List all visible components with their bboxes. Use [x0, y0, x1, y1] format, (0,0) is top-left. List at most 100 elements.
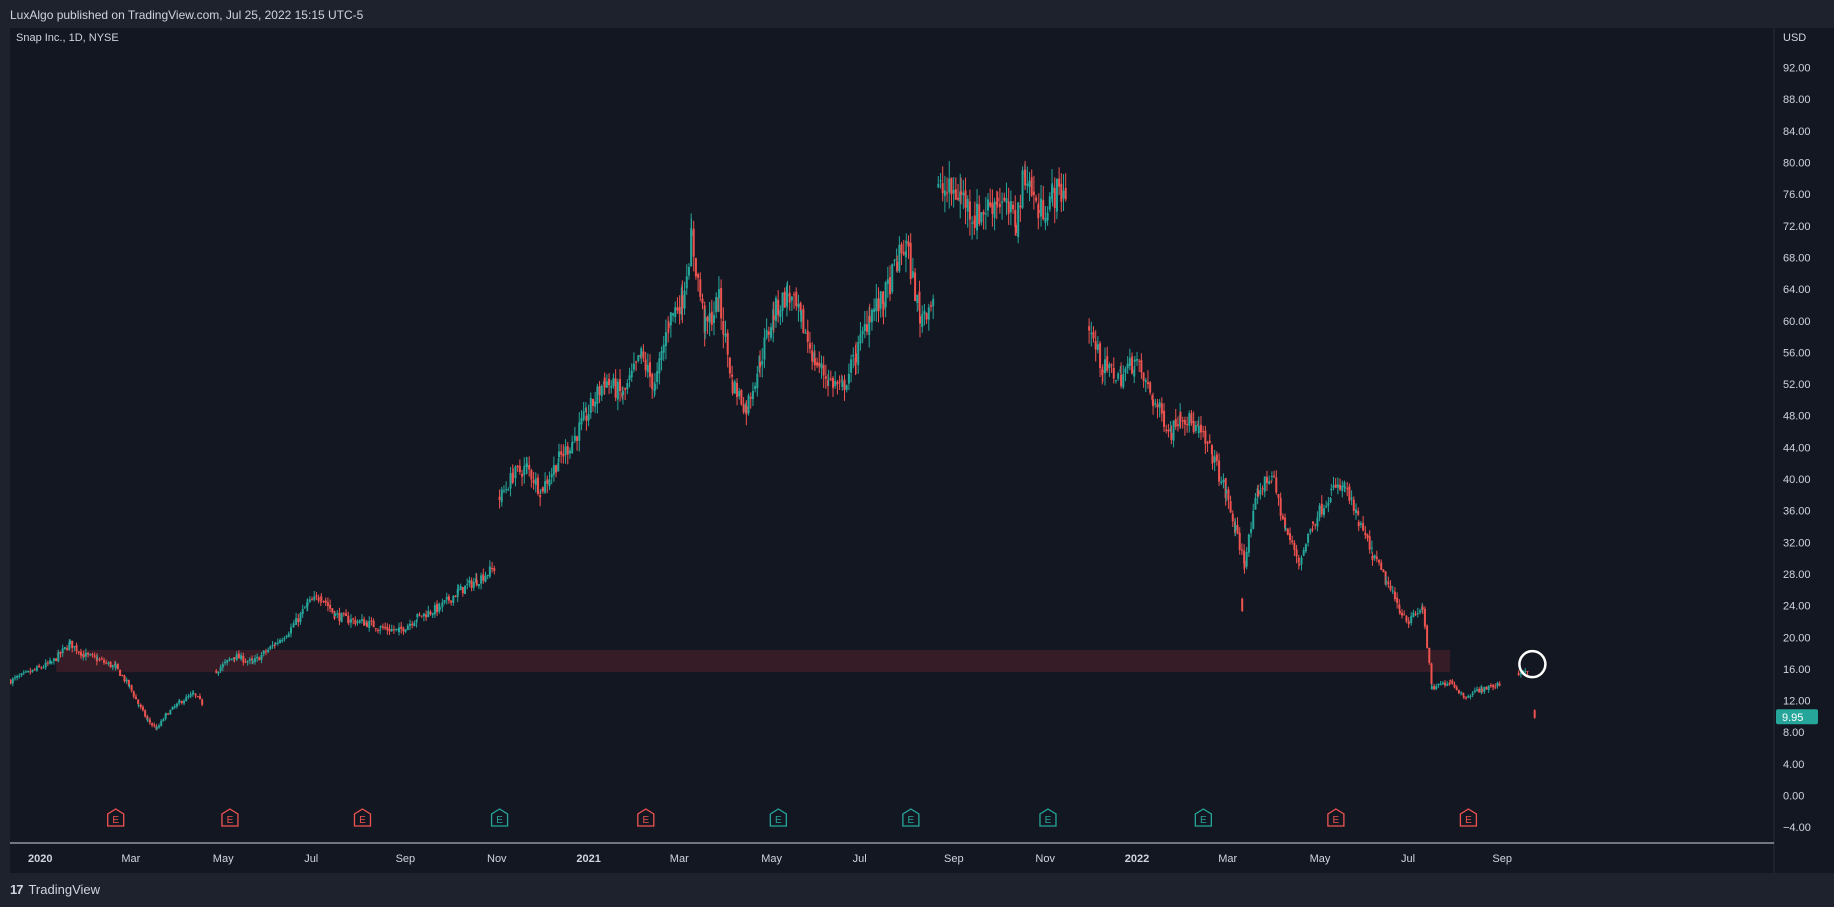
candle-body: [1024, 169, 1027, 186]
candle-body: [77, 651, 80, 653]
candle-body: [612, 378, 615, 387]
candle-body: [366, 622, 369, 627]
candle-body: [909, 242, 912, 280]
candle-body: [855, 353, 858, 363]
candle-body: [418, 614, 421, 616]
candle-body: [1421, 607, 1424, 610]
candle-body: [738, 391, 741, 397]
candles-layer: [10, 160, 1536, 731]
candle-body: [628, 375, 631, 381]
candle-body: [1154, 402, 1157, 405]
candle-body: [724, 333, 727, 337]
candle-body: [697, 274, 700, 278]
candle-body: [1112, 368, 1115, 379]
candle-body: [1245, 552, 1248, 567]
candle-body: [1146, 382, 1149, 385]
candle-body: [580, 418, 583, 425]
candle-body: [790, 296, 793, 301]
candle-body: [706, 316, 709, 322]
price-tick-label: 4.00: [1783, 759, 1804, 771]
candle-body: [192, 693, 195, 695]
candle-body: [1186, 423, 1189, 425]
candle-body: [38, 665, 41, 668]
candle-body: [683, 290, 686, 309]
candle-body: [694, 257, 697, 277]
candle-body: [505, 489, 508, 491]
candle-body: [1410, 616, 1413, 624]
candle-body: [687, 267, 690, 276]
candle-body: [1485, 687, 1488, 690]
price-tick-label: 8.00: [1783, 727, 1804, 739]
candle-body: [313, 596, 316, 600]
candle-body: [824, 376, 827, 379]
candle-body: [1334, 484, 1337, 488]
time-tick-label: Sep: [944, 853, 964, 865]
candle-body: [408, 623, 411, 626]
candle-body: [710, 311, 713, 325]
candle-body: [843, 379, 846, 391]
candle-body: [799, 302, 802, 312]
chart-frame[interactable]: Snap Inc., 1D, NYSE USD 92.00 88.00 84.00 8…: [10, 28, 1834, 873]
candle-body: [562, 453, 565, 457]
candle-body: [452, 595, 455, 603]
candle-body: [626, 383, 629, 390]
candle-body: [816, 362, 819, 366]
candle-body: [322, 600, 325, 602]
candle-body: [681, 295, 684, 309]
candle-body: [289, 627, 292, 634]
candle-body: [868, 316, 871, 323]
candle-body: [756, 373, 759, 389]
candle-body: [422, 613, 425, 617]
candle-body: [1455, 687, 1458, 690]
candle-body: [795, 291, 798, 307]
candle-body: [1401, 612, 1404, 616]
candle-body: [292, 626, 295, 628]
time-tick-label: Nov: [487, 853, 507, 865]
candle-body: [900, 244, 903, 254]
candle-body: [532, 480, 535, 484]
candle-body: [960, 191, 963, 195]
candle-body: [1028, 180, 1031, 188]
candle-body: [1357, 510, 1360, 515]
candle-body: [962, 192, 965, 196]
candle-body: [991, 203, 994, 214]
candle-body: [939, 180, 942, 182]
candle-body: [827, 377, 830, 379]
candle-body: [84, 652, 87, 657]
candle-body: [1332, 485, 1335, 488]
candle-body: [898, 245, 901, 272]
candle-body: [404, 629, 407, 632]
candle-body: [438, 603, 441, 612]
candle-body: [1498, 683, 1501, 686]
candle-body: [226, 659, 229, 663]
candle-body: [1336, 484, 1339, 488]
candle-body: [1433, 686, 1436, 689]
candle-body: [720, 288, 723, 319]
candle-body: [557, 451, 560, 458]
candle-body: [381, 626, 384, 628]
candle-body: [528, 464, 531, 470]
candle-body: [861, 330, 864, 335]
candle-body: [1040, 198, 1043, 217]
tradingview-logo[interactable]: 17 TradingView: [10, 882, 100, 897]
price-tick-label: 68.00: [1783, 252, 1811, 264]
price-axis-labels[interactable]: 92.00 88.00 84.00 80.00 76.00 72.00 68.00 64.00…: [1783, 63, 1811, 835]
candle-body: [911, 271, 914, 278]
time-axis-labels[interactable]: 2020 Mar May Jul Sep Nov 2021 Mar May Jul Sep Nov 20…: [28, 853, 1512, 865]
candle-body: [1519, 673, 1522, 675]
candle-body: [751, 391, 754, 400]
candle-body: [1250, 528, 1253, 533]
candle-body: [96, 658, 99, 660]
candle-body: [1257, 490, 1260, 497]
candle-body: [1152, 399, 1155, 407]
time-tick-label: 2020: [28, 853, 52, 865]
candle-body: [555, 465, 558, 473]
candle-body: [398, 627, 401, 633]
price-chart[interactable]: Snap Inc., 1D, NYSE USD 92.00 88.00 84.00 8…: [10, 28, 1834, 873]
candle-body: [797, 303, 800, 308]
candle-body: [301, 609, 304, 615]
candle-body: [1088, 326, 1091, 331]
candle-body: [178, 701, 181, 703]
candle-body: [1241, 598, 1244, 611]
earnings-marker-icon: [637, 808, 655, 827]
